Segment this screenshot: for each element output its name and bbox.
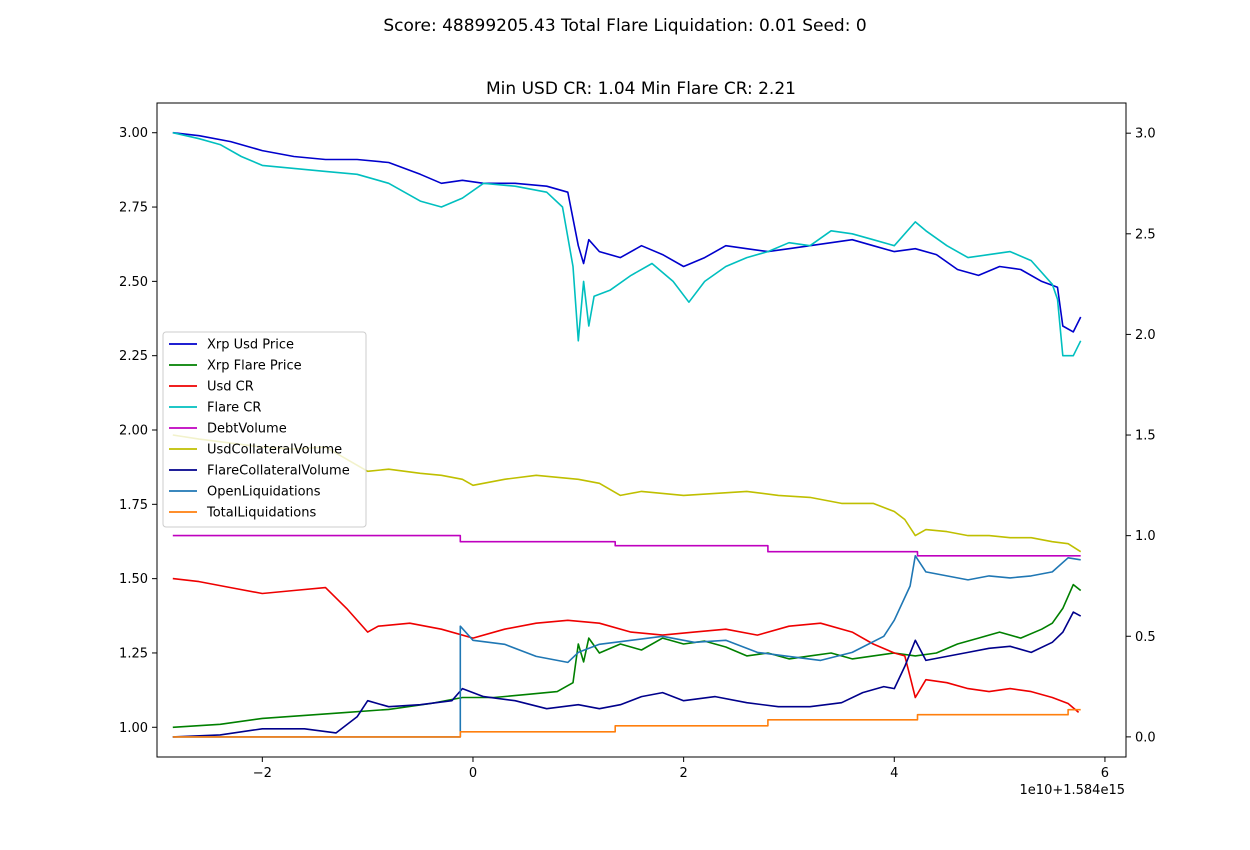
y-left-tick-label: 1.00 <box>119 721 148 736</box>
x-offset-label: 1e10+1.584e15 <box>1020 783 1125 798</box>
x-tick-label: 4 <box>890 766 898 781</box>
series-line-totalliquidations <box>172 708 1081 738</box>
y-left-tick-label: 2.00 <box>119 424 148 439</box>
y-left-tick-label: 3.00 <box>119 126 148 141</box>
x-tick-label: 0 <box>469 766 477 781</box>
legend-label: UsdCollateralVolume <box>207 443 342 458</box>
series-line-usd-cr <box>172 577 1080 714</box>
y-right-tick-label: 0.0 <box>1135 730 1156 745</box>
series-line-debtvolume <box>172 534 1081 557</box>
legend-label: OpenLiquidations <box>207 485 321 500</box>
series-line-flare-cr <box>172 131 1082 357</box>
legend-label: Xrp Flare Price <box>207 359 302 374</box>
x-tick-label: 6 <box>1101 766 1109 781</box>
legend-label: Flare CR <box>207 401 261 416</box>
legend-frame <box>162 331 367 528</box>
legend-label: DebtVolume <box>207 422 287 437</box>
y-right-tick-label: 0.5 <box>1135 630 1156 645</box>
y-right-tick-label: 3.0 <box>1135 127 1156 142</box>
y-right-tick-label: 2.0 <box>1135 328 1156 343</box>
y-left-tick-label: 1.75 <box>119 498 148 513</box>
y-right-tick-label: 2.5 <box>1135 227 1156 242</box>
legend-label: Usd CR <box>207 380 254 395</box>
legend-label: FlareCollateralVolume <box>207 464 350 479</box>
figure-suptitle: Score: 48899205.43 Total Flare Liquidati… <box>383 16 866 36</box>
series-line-xrp-usd-price <box>172 131 1082 333</box>
y-left-tick-label: 2.25 <box>119 349 148 364</box>
y-left-tick-label: 1.25 <box>119 646 148 661</box>
y-right-tick-label: 1.5 <box>1135 429 1156 444</box>
x-tick-label: −2 <box>253 766 272 781</box>
y-left-tick-label: 2.75 <box>119 201 148 216</box>
axes-layer: −2 0 2 4 6 1.00 1.25 1.50 1.75 2.00 2.25 2.50 2.75 3.… <box>119 126 1156 781</box>
y-left-tick-label: 1.50 <box>119 572 148 587</box>
series-line-flarecollateralvolume <box>172 611 1082 738</box>
series-line-openliquidations <box>172 554 1081 738</box>
legend-label: TotalLiquidations <box>206 506 316 521</box>
legend-label: Xrp Usd Price <box>207 338 294 353</box>
series-line-xrp-flare-price <box>172 583 1082 729</box>
x-tick-label: 2 <box>679 766 687 781</box>
y-right-tick-label: 1.0 <box>1135 529 1156 544</box>
chart-title: Min USD CR: 1.04 Min Flare CR: 2.21 <box>486 79 796 99</box>
legend: Xrp Usd Price Xrp Flare Price Usd CR Flare … <box>162 331 367 528</box>
y-left-tick-label: 2.50 <box>119 275 148 290</box>
